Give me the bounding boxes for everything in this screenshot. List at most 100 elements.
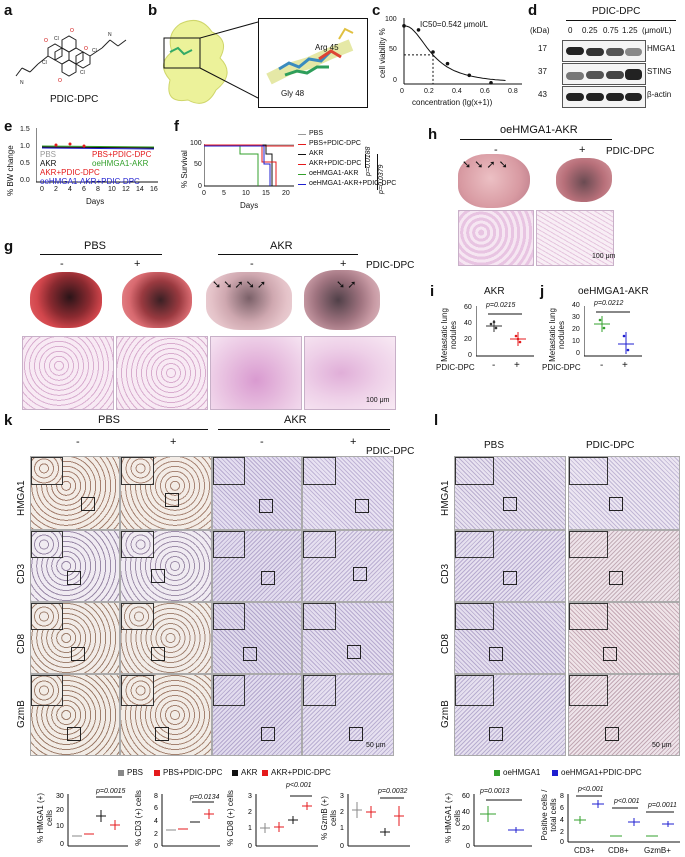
svg-text:2: 2: [248, 809, 252, 816]
i-plot: [476, 306, 534, 357]
g-lung-pbs-drug: [122, 272, 192, 328]
l-p2-pval-2: p<0.001: [614, 798, 640, 805]
l-row-cd8: CD8: [440, 633, 451, 654]
d-title: PDIC-DPC: [592, 6, 641, 17]
k-group-akr: AKR: [284, 414, 307, 426]
i-ytick-40: 40: [464, 320, 472, 327]
svg-text:8: 8: [154, 793, 158, 800]
j-pval: p=0.0212: [594, 300, 624, 307]
l-ihc-cd8-pbs: [454, 602, 566, 674]
f-ylabel: % Survival: [180, 150, 189, 188]
panel-label-k: k: [4, 412, 13, 429]
panel-label-g: g: [4, 238, 14, 255]
c-plot: [402, 18, 522, 85]
j-sign-minus: -: [600, 360, 604, 371]
c-xlabel: concentration (lg(x+1)): [412, 98, 493, 107]
panel-label-i: i: [430, 283, 435, 300]
g-group-pbs: PBS: [84, 240, 107, 252]
g-histo-pbs: [22, 336, 114, 410]
d-unit: (μmol/L): [642, 26, 672, 35]
residue-arg45: Arg 45: [315, 43, 339, 52]
svg-text:0: 0: [466, 843, 470, 850]
k-sign-3: -: [260, 436, 264, 448]
d-title-underline: [566, 20, 676, 21]
g-sign-4: +: [340, 258, 347, 270]
k-row-cd3: CD3: [16, 563, 27, 584]
svg-text:3: 3: [248, 793, 252, 800]
svg-text:Cl: Cl: [54, 36, 59, 42]
c-data-point: [467, 73, 472, 78]
f-ytick-50: 50: [194, 161, 202, 168]
i-xlabel: PDIC-DPC: [436, 363, 475, 372]
k-p1-ylabel: % HMGA1 (+) cells: [36, 793, 54, 844]
h-lung-treated: [556, 158, 612, 202]
c-ic50: IC50=0.542 μmol/L: [420, 20, 488, 29]
svg-text:O: O: [44, 38, 48, 44]
k-plot-cd8: 3 2 1 0: [248, 793, 318, 850]
c-data-point: [416, 28, 421, 32]
svg-text:6: 6: [560, 805, 564, 812]
k-sign-2: +: [170, 436, 177, 448]
f-pval-2: p=0.0379: [378, 164, 385, 194]
f-ytick-0: 0: [198, 183, 202, 190]
e-legend-pbs: PBS: [40, 150, 57, 159]
k-ihc-hmga1-pbs-drug: [120, 456, 212, 530]
c-data-point: [489, 81, 493, 85]
k-ihc-gzmb-akr: [212, 674, 302, 756]
c-ytick-50: 50: [389, 46, 397, 53]
blot-hmga1: [562, 40, 646, 62]
l-ihc-hmga1-drug: [568, 456, 680, 530]
panel-label-e: e: [4, 118, 13, 135]
h-lung-untreated: [458, 154, 530, 208]
svg-text:N: N: [20, 80, 24, 86]
k-ihc-gzmb-akr-drug: [302, 674, 394, 756]
panel-label-b: b: [148, 2, 158, 19]
j-ylabel: Metastatic lung nodules: [548, 308, 566, 362]
k-ihc-cd8-akr: [212, 602, 302, 674]
g-drug: PDIC-DPC: [366, 260, 415, 271]
c-xtick-3: 0.6: [480, 88, 490, 95]
k-ihc-hmga1-akr: [212, 456, 302, 530]
chemical-structure: O O O O Cl Cl Cl Cl N N: [15, 28, 127, 86]
e-xlabel: Days: [86, 197, 105, 206]
svg-text:4: 4: [560, 817, 564, 824]
c-ytick-0: 0: [393, 77, 397, 84]
k-sign-1: -: [76, 436, 80, 448]
svg-text:20: 20: [462, 825, 470, 832]
svg-text:O: O: [84, 46, 88, 52]
c-data-point: [402, 24, 406, 28]
panel-label-f: f: [174, 118, 179, 135]
compound-name: PDIC-DPC: [50, 94, 99, 105]
d-conc-1: 0.25: [582, 26, 598, 35]
j-sign-plus: +: [622, 360, 628, 371]
e-legend-oe: oeHMGA1-AKR: [92, 159, 149, 168]
l-legend: oeHMGA1 oeHMGA1+PDIC-DPC: [494, 768, 684, 780]
k-row-cd8: CD8: [16, 633, 27, 654]
h-sign-plus: +: [579, 144, 586, 156]
l-group-pbs: PBS: [484, 440, 505, 451]
f-bracket-1: [362, 154, 366, 168]
d-kda-43: 43: [538, 90, 547, 99]
e-plot: [36, 128, 158, 183]
svg-text:10: 10: [56, 823, 64, 830]
l-group-drug: PDIC-DPC: [586, 440, 635, 451]
l-cat-cd8: CD8+: [608, 846, 629, 855]
g-arrows-akr: ➘➘➚➘➚: [212, 279, 269, 291]
l-cat-gzmb: GzmB+: [644, 846, 671, 855]
d-kda-label: (kDa): [530, 26, 550, 35]
k-ihc-hmga1-pbs: [30, 456, 120, 530]
k-ihc-cd3-akr: [212, 530, 302, 602]
k-p4-ylabel: % GzmB (+) cells: [320, 796, 338, 840]
svg-text:20: 20: [56, 807, 64, 814]
svg-text:O: O: [70, 28, 74, 34]
k-p4-pval: p=0.0032: [378, 788, 408, 795]
h-drug: PDIC-DPC: [606, 146, 655, 157]
panel-label-c: c: [372, 2, 381, 19]
svg-text:N: N: [108, 32, 112, 38]
panel-label-l: l: [434, 412, 439, 429]
l-p1-pval: p=0.0013: [480, 788, 510, 795]
i-ytick-0: 0: [468, 352, 472, 359]
g-scale: 100 μm: [366, 397, 390, 404]
k-p2-pval: p=0.0134: [190, 794, 220, 801]
